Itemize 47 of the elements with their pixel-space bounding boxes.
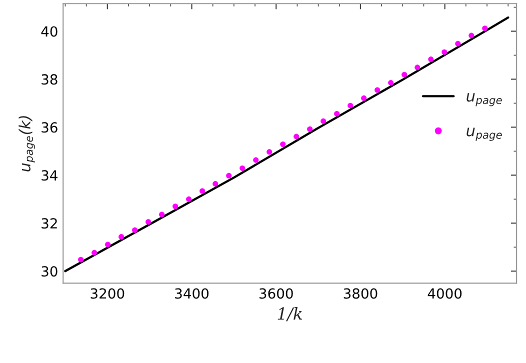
line-series <box>64 16 510 272</box>
point <box>200 188 206 194</box>
point <box>482 26 488 32</box>
point <box>172 204 178 210</box>
y-tick-label: 40 <box>41 26 58 37</box>
legend-label: u$_{page}$ <box>466 93 502 106</box>
point <box>374 87 380 93</box>
point <box>132 227 138 233</box>
point <box>442 49 448 55</box>
point <box>159 212 165 218</box>
point <box>186 196 192 202</box>
x-axis-title: 1/k <box>278 307 302 322</box>
point <box>240 165 246 171</box>
point <box>146 219 152 225</box>
point <box>294 134 300 140</box>
point <box>266 149 272 155</box>
point <box>92 250 98 256</box>
x-tick-label: 3600 <box>260 288 293 299</box>
point <box>320 118 326 124</box>
y-tick-label: 38 <box>42 74 58 85</box>
point <box>402 72 408 78</box>
y-axis-title: u$_{page}$(k) <box>18 116 36 172</box>
y-tick-label: 34 <box>42 170 58 181</box>
point <box>428 56 434 62</box>
y-tick-label: 32 <box>42 218 57 229</box>
point <box>253 157 259 163</box>
x-tick-label: 3200 <box>90 288 124 299</box>
y-tick-label: 30 <box>42 266 58 277</box>
x-tick-label: 4000 <box>428 288 462 299</box>
x-tick-label: 3400 <box>175 288 209 299</box>
point <box>348 102 354 108</box>
point <box>361 95 367 101</box>
point <box>468 32 474 38</box>
point <box>334 110 340 117</box>
point <box>307 126 313 132</box>
point <box>118 234 124 240</box>
x-tick-label: 3800 <box>344 288 378 299</box>
point <box>212 181 218 187</box>
point <box>226 172 232 178</box>
point <box>280 141 286 148</box>
legend-label: u$_{page}$ <box>466 128 502 141</box>
point <box>455 40 461 46</box>
point <box>78 256 84 262</box>
y-tick-label: 36 <box>42 122 58 133</box>
point <box>414 64 420 70</box>
point <box>388 80 394 86</box>
point <box>105 242 111 248</box>
